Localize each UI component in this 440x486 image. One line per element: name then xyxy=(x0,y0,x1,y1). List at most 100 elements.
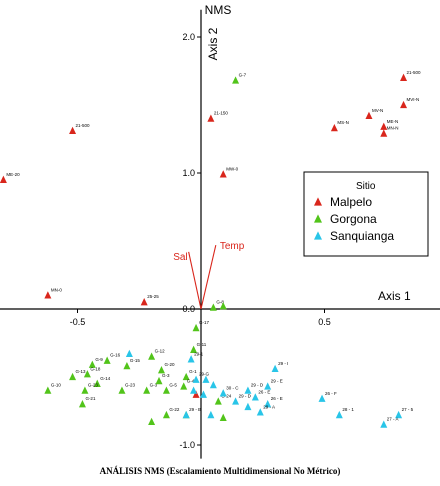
point-label: MN-0 xyxy=(51,287,62,292)
point-label: G-24 xyxy=(221,393,232,398)
point-label: ME-20 xyxy=(6,172,20,177)
data-point-gorgona xyxy=(209,303,217,311)
data-point-gorgona xyxy=(78,400,86,408)
data-point-gorgona xyxy=(182,372,190,381)
point-label: G-18 xyxy=(90,366,101,371)
data-point-sanquianga xyxy=(182,410,190,419)
point-label: G-20 xyxy=(164,362,175,367)
data-point-gorgona xyxy=(162,410,170,419)
figure-caption: ANÁLISIS NMS (Escalamiento Multidimensio… xyxy=(99,466,341,476)
data-point-malpelo xyxy=(365,111,373,120)
point-label: 29 - D xyxy=(251,383,264,388)
data-point-sanquianga xyxy=(209,381,217,389)
data-point-gorgona xyxy=(69,372,77,381)
point-label: 26 - F xyxy=(325,391,337,396)
point-label: G-14 xyxy=(100,376,111,381)
data-point-gorgona xyxy=(143,386,151,394)
data-point-sanquianga xyxy=(207,410,215,419)
point-label: 25-25 xyxy=(147,294,159,299)
data-point-gorgona xyxy=(214,397,222,405)
point-label: G-17 xyxy=(199,320,210,325)
data-point-gorgona xyxy=(219,413,227,421)
data-point-sanquianga xyxy=(192,375,200,383)
chart-title: NMS xyxy=(205,3,232,17)
point-label: G-5 xyxy=(169,383,177,388)
data-point-gorgona xyxy=(123,361,131,370)
point-label: 26 - E xyxy=(271,396,283,401)
data-point-gorgona xyxy=(83,370,91,378)
point-label: 21-500 xyxy=(76,123,91,128)
legend-marker xyxy=(314,231,322,240)
vector-label: Temp xyxy=(220,241,245,252)
point-label: G-3 xyxy=(162,373,170,378)
point-label: G-13 xyxy=(76,369,87,374)
data-point-malpelo xyxy=(330,123,338,132)
point-label: MW-0 xyxy=(226,166,238,171)
data-point-malpelo xyxy=(400,73,408,81)
data-point-sanquianga xyxy=(125,349,133,358)
data-point-malpelo xyxy=(0,175,7,183)
data-point-sanquianga xyxy=(244,386,252,394)
data-point-malpelo xyxy=(400,100,408,109)
data-point-sanquianga xyxy=(318,394,326,402)
point-label: 29 - B xyxy=(189,407,201,412)
data-point-sanquianga xyxy=(264,382,272,390)
legend-box xyxy=(303,171,429,257)
x-axis-label: Axis 1 xyxy=(378,289,411,303)
data-point-gorgona xyxy=(190,345,198,353)
data-point-sanquianga xyxy=(335,410,343,419)
data-point-gorgona xyxy=(232,76,240,84)
data-point-sanquianga xyxy=(380,420,388,428)
point-label: 21-500 xyxy=(407,70,422,75)
point-label: MVI-N xyxy=(407,97,420,102)
data-point-sanquianga xyxy=(244,402,252,411)
data-point-malpelo xyxy=(207,114,215,122)
vector-arrow xyxy=(200,244,217,310)
vectors: Sal Temp xyxy=(173,241,245,310)
y-axis-label: Axis 2 xyxy=(206,27,220,60)
point-label: 29-1 xyxy=(194,351,204,356)
data-point-gorgona xyxy=(93,379,101,387)
point-label: G-10 xyxy=(51,383,62,388)
data-point-gorgona xyxy=(88,360,96,368)
legend-entry: Sanquianga xyxy=(330,229,394,243)
data-point-sanquianga xyxy=(256,408,264,416)
legend-title: Sitio xyxy=(356,181,376,192)
point-label: G-12 xyxy=(155,349,166,354)
point-label: 27 - 5 xyxy=(402,407,414,412)
data-point-sanquianga xyxy=(395,410,403,419)
data-point-gorgona xyxy=(118,386,126,394)
data-point-malpelo xyxy=(44,291,52,299)
point-label: 27 - A xyxy=(387,417,399,422)
point-label: ME-N xyxy=(387,119,399,124)
y-tick-label: 2.0 xyxy=(182,32,195,42)
legend-marker xyxy=(314,197,322,206)
data-point-gorgona xyxy=(180,382,188,390)
data-point-gorgona xyxy=(103,356,111,364)
point-label: 29 - A xyxy=(263,404,275,409)
data-point-gorgona xyxy=(162,386,170,394)
data-point-gorgona xyxy=(148,417,156,426)
point-label: 30 - C xyxy=(226,385,239,390)
data-point-gorgona xyxy=(81,386,89,394)
data-point-gorgona xyxy=(148,352,156,360)
data-point-malpelo xyxy=(192,390,200,398)
vector-arrow xyxy=(188,251,202,310)
data-point-malpelo xyxy=(380,129,388,137)
point-label: G-9 xyxy=(95,357,103,362)
data-point-sanquianga xyxy=(264,400,272,408)
legend-marker xyxy=(314,214,322,223)
data-point-sanquianga xyxy=(190,386,198,394)
y-tick-label: 0.0 xyxy=(182,304,195,314)
y-tick-label: 1.0 xyxy=(182,168,195,178)
legend: Sitio Malpelo Gorgona Sanquianga xyxy=(303,171,429,257)
data-point-sanquianga xyxy=(271,364,279,372)
x-tick-label: -0.5 xyxy=(70,317,86,327)
data-point-sanquianga xyxy=(219,389,227,397)
data-point-gorgona xyxy=(44,386,52,394)
data-point-sanquianga xyxy=(187,355,195,363)
point-label: G-7 xyxy=(239,73,247,78)
x-tick-label: 0.5 xyxy=(318,317,331,327)
data-point-gorgona xyxy=(155,376,163,385)
